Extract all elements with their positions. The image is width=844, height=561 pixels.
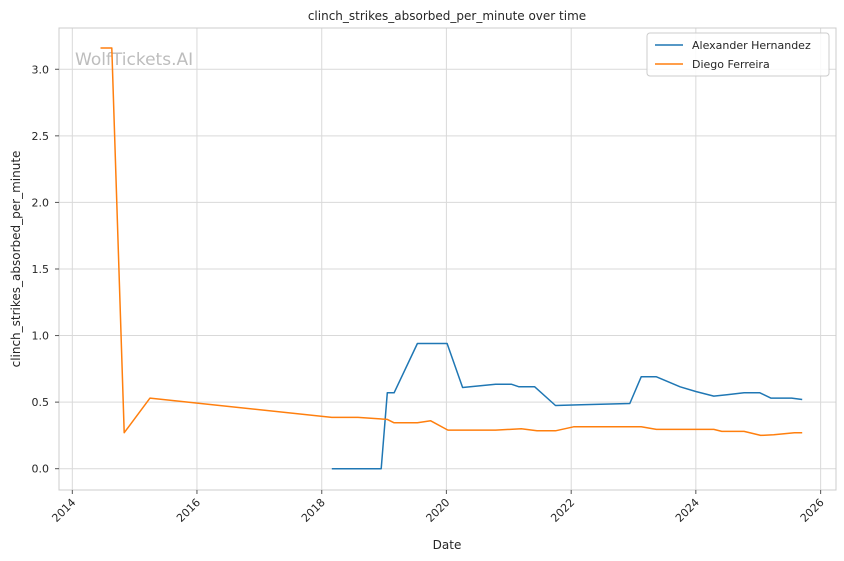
- y-tick-label: 3.0: [32, 63, 50, 76]
- x-tick-label: 2024: [673, 496, 702, 525]
- y-tick-label: 1.5: [32, 263, 50, 276]
- series-layer: [100, 47, 803, 470]
- x-tick-label: 2026: [798, 496, 827, 525]
- x-tick-label: 2020: [424, 496, 453, 525]
- grid-layer: [59, 28, 836, 490]
- x-tick-label: 2022: [548, 496, 577, 525]
- y-tick-label: 2.5: [32, 130, 50, 143]
- x-axis-label: Date: [433, 538, 462, 552]
- x-tick-label: 2014: [49, 496, 78, 525]
- plot-frame: [58, 27, 837, 491]
- watermark: WolfTickets.AI: [75, 50, 193, 70]
- y-tick-label: 2.0: [32, 196, 50, 209]
- legend-frame: [646, 32, 830, 77]
- tick-layer: 2014 2016 2018 2020 2022 2024 2026 0.0 0.5 1.0 1.5…: [32, 63, 827, 525]
- y-tick-label: 0.5: [32, 396, 50, 409]
- legend-label-alexander-hernandez: Alexander Hernandez: [692, 39, 811, 52]
- y-tick-label: 1.0: [32, 330, 50, 343]
- chart-title: clinch_strikes_absorbed_per_minute over …: [308, 9, 586, 23]
- y-axis-label: clinch_strikes_absorbed_per_minute: [9, 151, 23, 368]
- x-tick-label: 2018: [299, 496, 328, 525]
- y-tick-label: 0.0: [32, 463, 50, 476]
- legend: Alexander Hernandez Diego Ferreira: [646, 32, 830, 77]
- x-tick-label: 2016: [174, 496, 203, 525]
- series-line-alexander-hernandez: [331, 342, 803, 470]
- series-line-diego-ferreira: [100, 47, 803, 437]
- legend-label-diego-ferreira: Diego Ferreira: [692, 58, 770, 71]
